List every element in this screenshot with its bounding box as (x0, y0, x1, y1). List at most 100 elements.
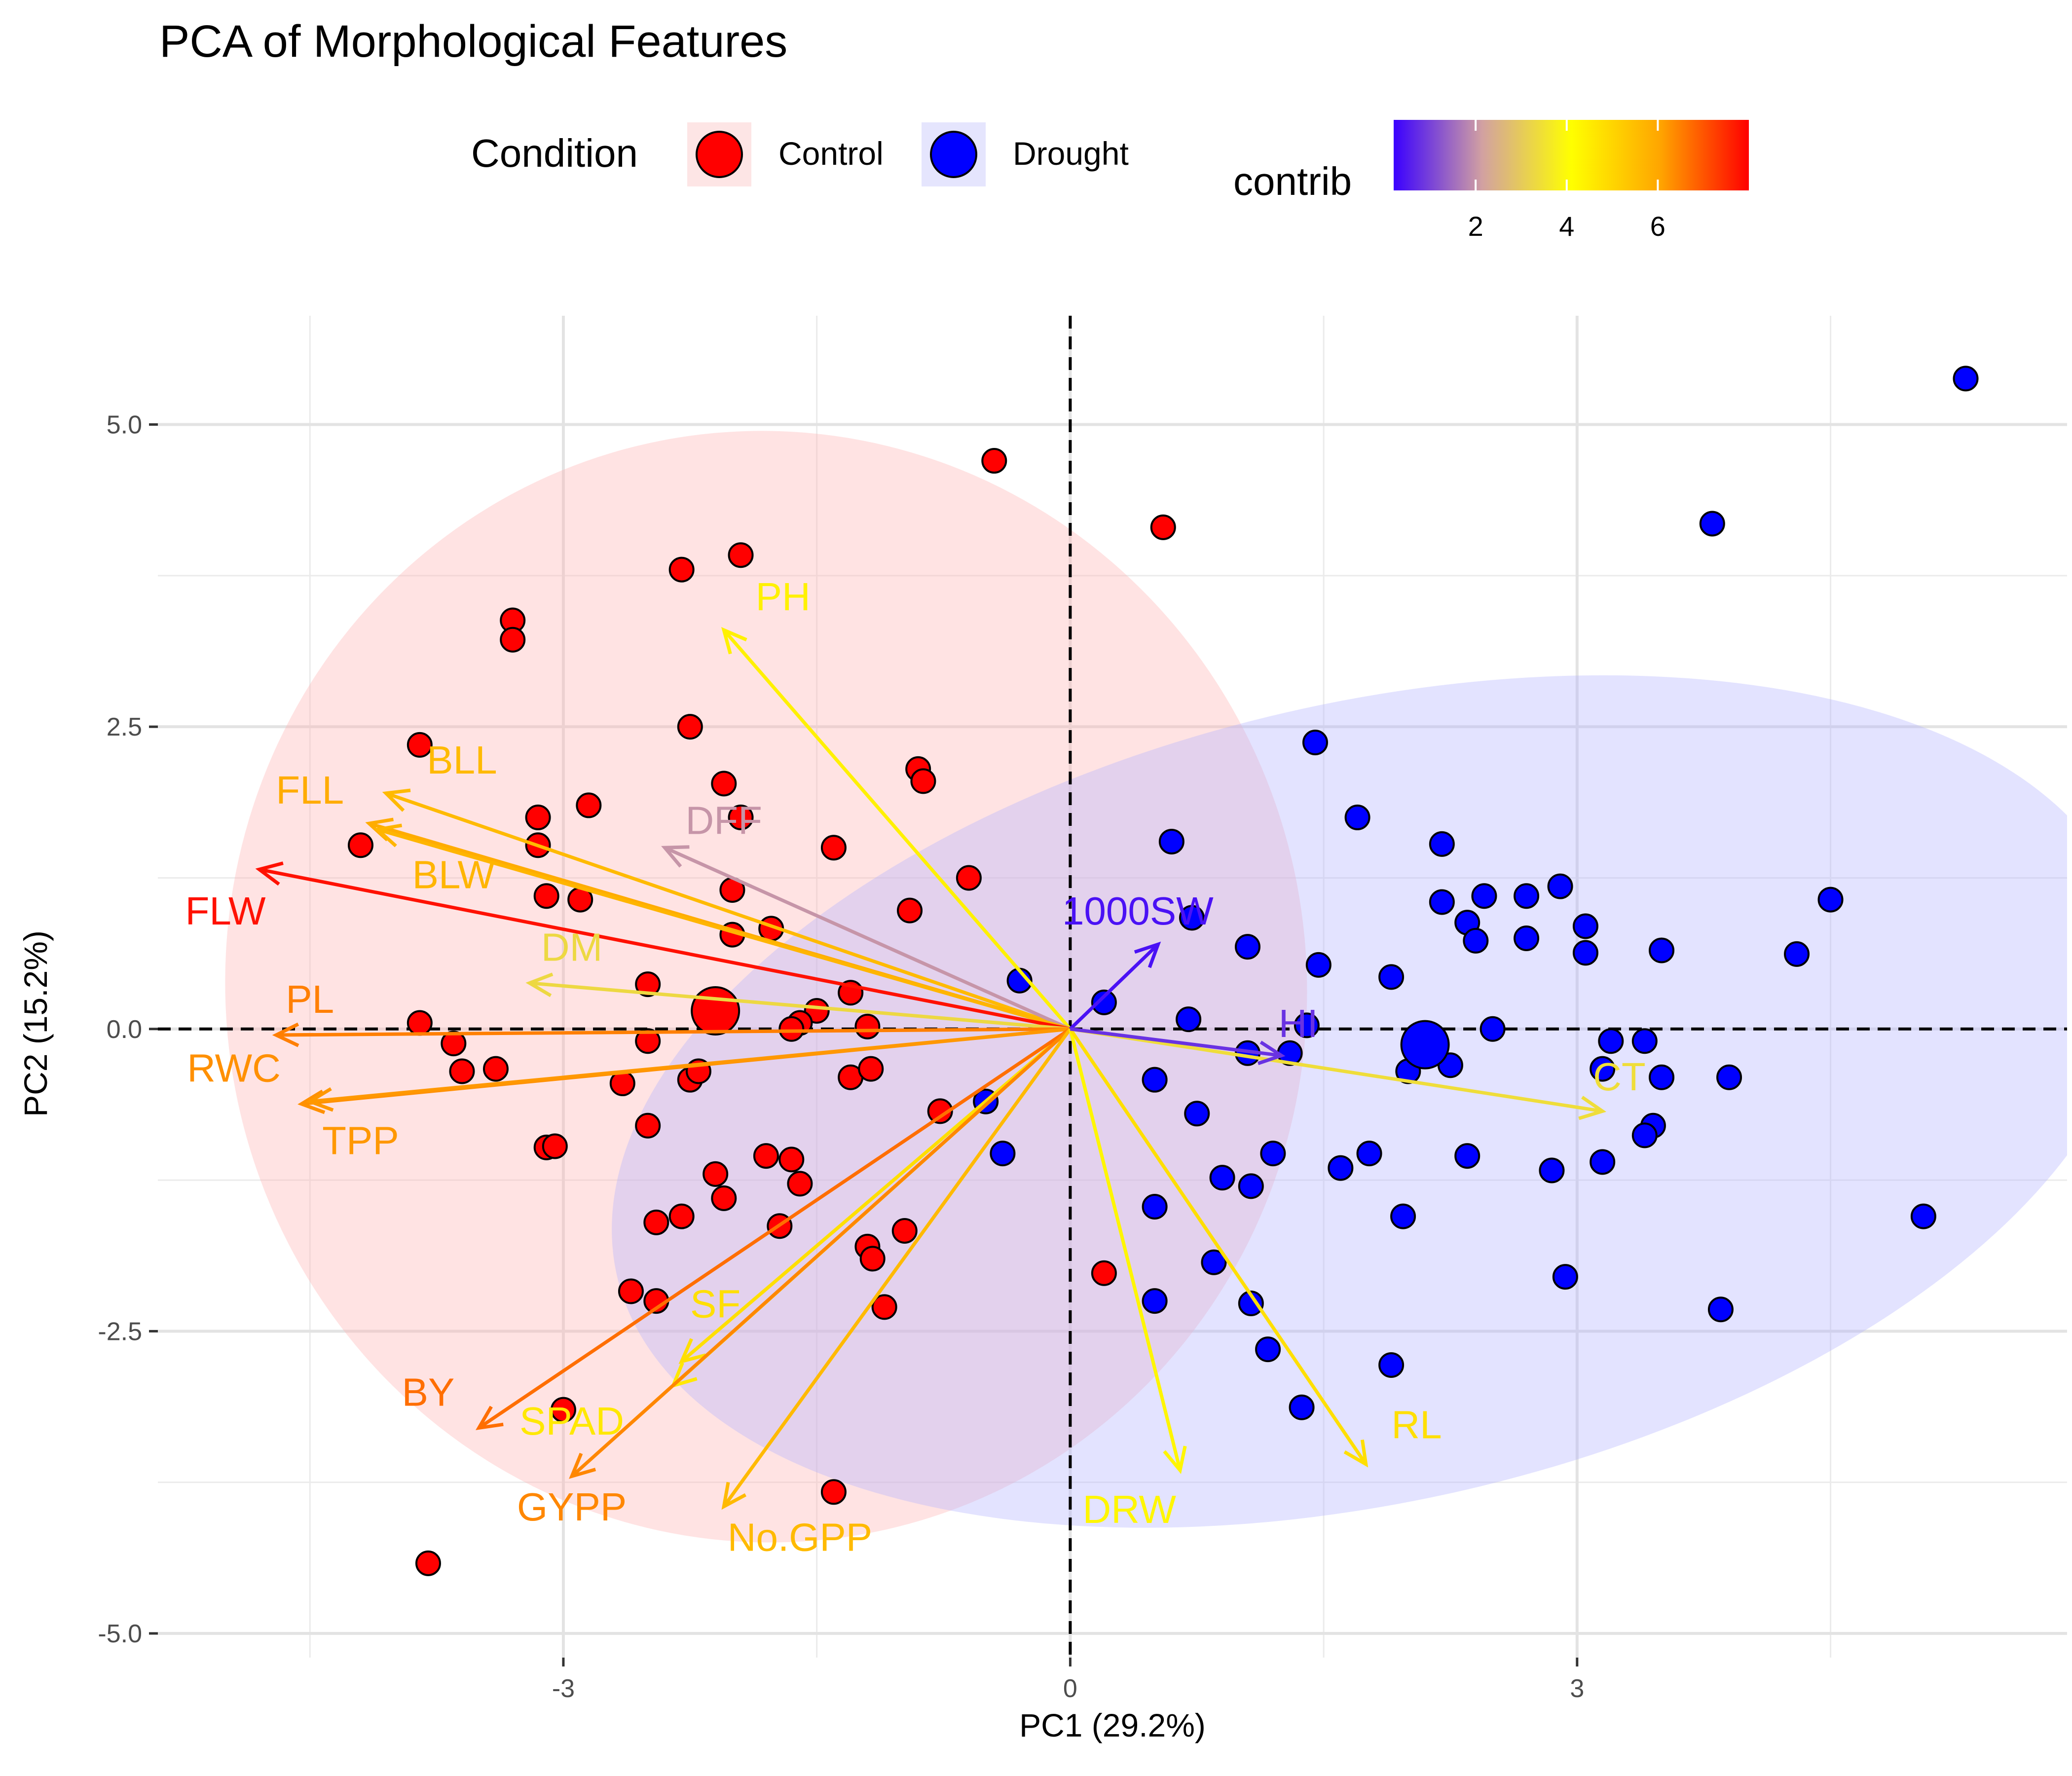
arrow-head-gypp (569, 1452, 596, 1479)
colorbar-tick-label-6: 6 (1650, 211, 1665, 242)
arrow-head-by (476, 1406, 504, 1430)
point-control-2 (728, 542, 754, 568)
point-drought-13 (1572, 913, 1598, 939)
arrow-head-blw (373, 823, 403, 848)
variable-label-by: BY (402, 1370, 455, 1414)
point-drought-40 (1631, 1122, 1658, 1148)
point-control-50 (643, 1209, 669, 1235)
variable-arrows (255, 627, 1607, 1510)
arrow-dff (664, 846, 1071, 1031)
arrow-ph (722, 629, 1072, 1031)
variable-label-bll: BLL (427, 738, 497, 782)
arrow-by (478, 1027, 1072, 1430)
point-drought-52 (1910, 1203, 1936, 1229)
point-drought-39 (1184, 1101, 1210, 1127)
legend-key-control-dot (696, 131, 743, 178)
point-drought-36 (1142, 1067, 1168, 1093)
arrow-head-rwc (297, 1089, 326, 1114)
point-drought-46 (1590, 1149, 1616, 1175)
arrow-gypp (570, 1028, 1072, 1478)
arrow-1000sw (1069, 943, 1159, 1031)
point-control-19 (533, 883, 559, 909)
arrow-pl (276, 1027, 1071, 1037)
arrow-head-rl (1343, 1439, 1369, 1468)
point-control-59 (550, 1397, 576, 1423)
point-drought-53 (1201, 1249, 1227, 1275)
arrow-head-tpp (306, 1087, 334, 1112)
arrow-head-hi (1257, 1040, 1286, 1065)
arrow-rl (1069, 1028, 1368, 1465)
chart-title: PCA of Morphological Features (159, 16, 787, 67)
point-drought-51 (1390, 1203, 1416, 1229)
point-control-49 (668, 1203, 695, 1229)
point-control-57 (871, 1294, 897, 1320)
point-drought-26 (1480, 1016, 1506, 1042)
y-tick-label--2.5: -2.5 (98, 1317, 142, 1346)
point-drought-50 (1142, 1193, 1168, 1220)
variable-label-dm: DM (541, 925, 602, 969)
point-control-30 (407, 1010, 433, 1036)
point-drought-48 (1209, 1165, 1235, 1191)
reference-lines (158, 316, 2067, 1658)
variable-label-rwc: RWC (187, 1046, 281, 1090)
point-drought-54 (1552, 1264, 1578, 1290)
x-tick-label-0: 0 (1063, 1674, 1077, 1703)
variable-label-no-gpp: No.GPP (728, 1515, 872, 1559)
point-drought-18 (1649, 937, 1675, 963)
point-control-13 (728, 804, 754, 830)
point-drought-58 (1255, 1336, 1281, 1363)
point-control-1 (1150, 514, 1176, 540)
centroid-drought (1400, 1020, 1450, 1070)
variable-label-ct: CT (1593, 1055, 1646, 1099)
condition-legend: Condition Control Drought (471, 122, 1129, 186)
arrow-dm (529, 981, 1071, 1031)
point-drought-44 (1454, 1143, 1480, 1169)
condition-legend-title: Condition (471, 131, 638, 175)
variable-label-dff: DFF (686, 798, 763, 842)
point-drought-43 (1356, 1141, 1382, 1167)
legend-key-drought-dot (930, 131, 977, 178)
point-control-47 (787, 1171, 813, 1197)
point-control-36 (858, 1056, 884, 1082)
y-axis-label: PC2 (15.2%) (17, 930, 54, 1117)
point-drought-15 (1514, 925, 1540, 951)
point-drought-56 (1238, 1291, 1264, 1317)
point-drought-20 (1305, 952, 1332, 978)
point-drought-42 (1260, 1141, 1286, 1167)
point-drought-12 (1179, 905, 1205, 931)
point-drought-1 (1699, 511, 1725, 537)
point-drought-35 (1649, 1064, 1675, 1090)
point-control-60 (820, 1479, 847, 1505)
point-drought-19 (1784, 941, 1810, 967)
point-drought-16 (1234, 934, 1260, 960)
point-drought-6 (1547, 873, 1573, 899)
arrow-drw (1068, 1028, 1182, 1471)
point-drought-27 (1598, 1028, 1624, 1054)
y-tick-label--5.0: -5.0 (98, 1620, 142, 1648)
point-drought-10 (1429, 889, 1455, 915)
point-drought-2 (1302, 730, 1328, 756)
point-control-41 (927, 1098, 953, 1124)
arrow-head-dff (661, 845, 690, 868)
variable-label-flw: FLW (185, 889, 266, 933)
point-drought-0 (1953, 366, 1979, 392)
point-control-17 (956, 865, 982, 891)
colorbar-tick-label-4: 4 (1559, 211, 1574, 242)
point-control-55 (618, 1278, 644, 1304)
ellipse-control (225, 431, 1307, 1543)
point-control-24 (635, 971, 661, 998)
legend-label-control: Control (778, 135, 884, 172)
point-control-61 (415, 1550, 441, 1576)
point-control-7 (407, 732, 433, 758)
arrow-head-dm (525, 972, 554, 998)
variable-label-tpp: TPP (322, 1119, 399, 1163)
arrow-blw (377, 828, 1071, 1031)
point-drought-59 (1378, 1352, 1405, 1378)
point-control-29 (854, 1013, 881, 1039)
ellipse-drought (612, 675, 2067, 1528)
point-control-44 (753, 1143, 779, 1169)
point-control-21 (897, 897, 923, 924)
point-drought-7 (1817, 887, 1844, 913)
variable-label-rl: RL (1391, 1403, 1442, 1447)
variable-label-spad: SPAD (519, 1399, 624, 1443)
